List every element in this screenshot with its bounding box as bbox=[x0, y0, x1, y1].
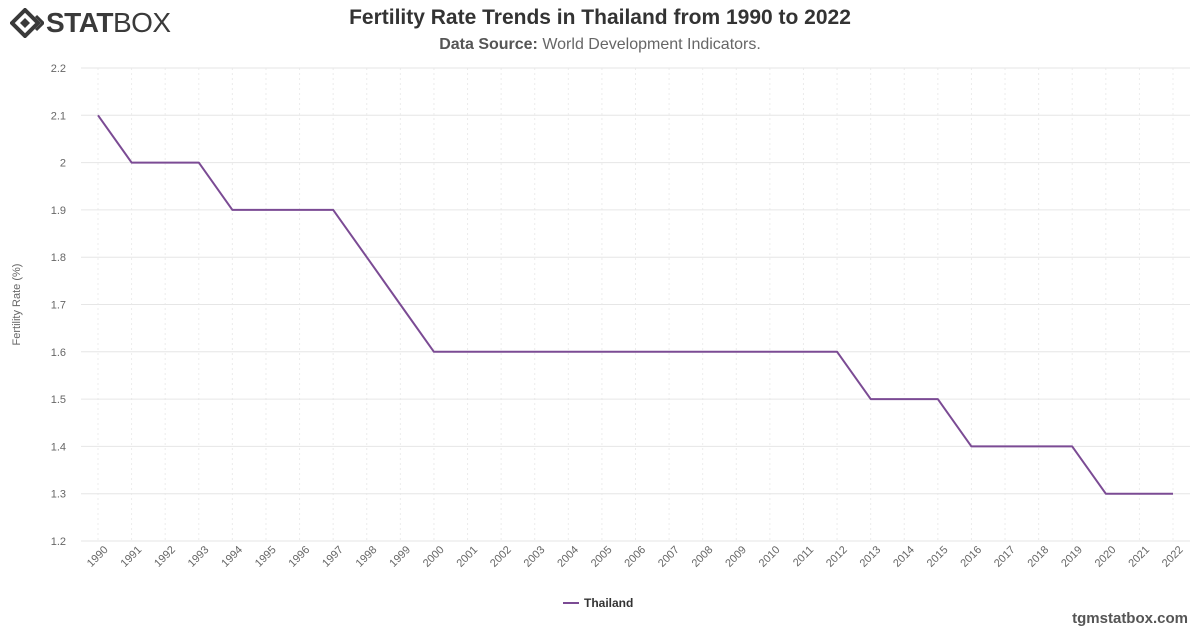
y-tick-label: 2.2 bbox=[51, 63, 66, 75]
x-tick-label: 2017 bbox=[992, 544, 1018, 570]
x-tick-label: 2016 bbox=[958, 544, 984, 570]
x-tick-label: 1997 bbox=[320, 544, 346, 570]
x-tick-label: 2009 bbox=[723, 544, 749, 570]
x-tick-label: 2000 bbox=[421, 544, 447, 570]
y-tick-label: 1.3 bbox=[51, 489, 66, 501]
y-tick-label: 1.9 bbox=[51, 205, 66, 217]
statbox-logo[interactable]: STATBOX bbox=[10, 6, 171, 40]
x-tick-label: 2020 bbox=[1093, 544, 1119, 570]
chart-title: Fertility Rate Trends in Thailand from 1… bbox=[349, 6, 851, 29]
y-tick-label: 1.6 bbox=[51, 347, 66, 359]
series-line-thailand bbox=[97, 114, 1173, 495]
x-tick-label: 1992 bbox=[152, 544, 178, 570]
x-tick-label: 1990 bbox=[85, 544, 111, 570]
x-tick-label: 2007 bbox=[656, 544, 682, 570]
y-tick-label: 1.5 bbox=[51, 394, 66, 406]
x-tick-label: 2015 bbox=[925, 544, 951, 570]
x-tick-label: 2014 bbox=[891, 544, 917, 570]
x-tick-label: 2002 bbox=[488, 544, 514, 570]
x-tick-label: 2008 bbox=[690, 544, 716, 570]
logo-wordmark: STATBOX bbox=[46, 8, 171, 38]
x-tick-label: 2001 bbox=[454, 544, 480, 570]
chart-subtitle: Data Source: World Development Indicator… bbox=[0, 36, 1200, 54]
site-watermark: tgmstatbox.com bbox=[1072, 610, 1188, 627]
x-tick-label: 2019 bbox=[1059, 544, 1085, 570]
x-tick-label: 1994 bbox=[219, 544, 245, 570]
x-tick-label: 1991 bbox=[119, 544, 145, 570]
legend-label: Thailand bbox=[584, 596, 633, 610]
x-tick-label: 2003 bbox=[522, 544, 548, 570]
x-tick-label: 2021 bbox=[1126, 544, 1152, 570]
logo-box-text: BOX bbox=[112, 7, 171, 38]
logo-stat-text: STAT bbox=[46, 7, 113, 38]
x-tick-label: 2013 bbox=[858, 544, 884, 570]
y-tick-label: 1.8 bbox=[51, 252, 66, 264]
x-tick-label: 1993 bbox=[186, 544, 212, 570]
x-tick-label: 2006 bbox=[622, 544, 648, 570]
x-tick-label: 2018 bbox=[1026, 544, 1052, 570]
source-label: Data Source: bbox=[439, 36, 538, 53]
y-tick-label: 2 bbox=[60, 158, 66, 170]
y-tick-label: 2.1 bbox=[51, 110, 66, 122]
x-tick-label: 1995 bbox=[253, 544, 279, 570]
x-tick-label: 2010 bbox=[757, 544, 783, 570]
x-tick-label: 2012 bbox=[824, 544, 850, 570]
diamond-logo-icon bbox=[10, 8, 44, 38]
y-axis-title: Fertility Rate (%) bbox=[11, 264, 23, 346]
x-tick-label: 2005 bbox=[589, 544, 615, 570]
x-tick-label: 2004 bbox=[555, 544, 581, 570]
y-tick-label: 1.7 bbox=[51, 300, 66, 312]
y-tick-label: 1.2 bbox=[51, 536, 66, 548]
x-tick-label: 1996 bbox=[286, 544, 312, 570]
x-tick-label: 1999 bbox=[387, 544, 413, 570]
x-tick-label: 2011 bbox=[791, 544, 816, 569]
y-tick-label: 1.4 bbox=[51, 441, 66, 453]
source-value: World Development Indicators. bbox=[542, 36, 761, 53]
x-tick-label: 1998 bbox=[354, 544, 380, 570]
x-tick-label: 2022 bbox=[1160, 544, 1186, 570]
